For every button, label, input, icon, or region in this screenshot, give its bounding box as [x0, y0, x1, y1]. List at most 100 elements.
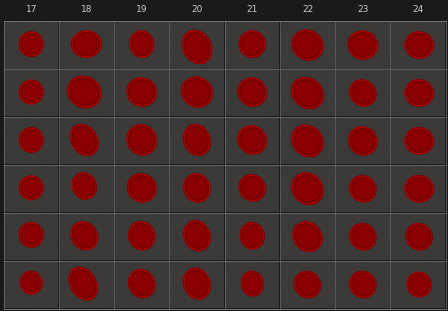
Ellipse shape — [22, 35, 41, 54]
Ellipse shape — [19, 80, 43, 104]
Ellipse shape — [127, 125, 156, 155]
Text: 19: 19 — [136, 5, 147, 14]
Ellipse shape — [70, 124, 98, 155]
Ellipse shape — [241, 129, 264, 151]
Ellipse shape — [349, 127, 377, 155]
Ellipse shape — [350, 80, 376, 106]
Ellipse shape — [408, 130, 431, 151]
Ellipse shape — [72, 31, 101, 57]
Ellipse shape — [295, 128, 320, 153]
Ellipse shape — [239, 175, 265, 201]
Ellipse shape — [294, 272, 321, 298]
Ellipse shape — [130, 31, 154, 57]
Ellipse shape — [353, 274, 373, 295]
Ellipse shape — [405, 32, 433, 58]
Ellipse shape — [296, 225, 319, 248]
Ellipse shape — [407, 272, 431, 297]
Ellipse shape — [241, 223, 264, 249]
Ellipse shape — [405, 176, 433, 202]
Ellipse shape — [353, 178, 373, 199]
Ellipse shape — [69, 267, 97, 300]
Ellipse shape — [410, 275, 429, 294]
Ellipse shape — [127, 78, 156, 106]
Text: 22: 22 — [302, 5, 313, 14]
Ellipse shape — [408, 35, 431, 56]
Text: 17: 17 — [26, 5, 37, 14]
Ellipse shape — [184, 268, 210, 299]
Ellipse shape — [71, 80, 98, 104]
Ellipse shape — [352, 130, 374, 152]
Ellipse shape — [350, 176, 376, 202]
Ellipse shape — [184, 125, 210, 155]
Ellipse shape — [350, 224, 376, 250]
Ellipse shape — [408, 178, 431, 199]
Ellipse shape — [186, 224, 207, 248]
Ellipse shape — [295, 33, 320, 57]
Ellipse shape — [351, 34, 375, 56]
Ellipse shape — [241, 81, 263, 103]
Text: 20: 20 — [191, 5, 203, 14]
Ellipse shape — [130, 81, 154, 103]
Ellipse shape — [129, 270, 155, 298]
Ellipse shape — [243, 225, 262, 246]
Ellipse shape — [21, 272, 42, 294]
Ellipse shape — [72, 173, 96, 199]
Ellipse shape — [185, 34, 209, 60]
Ellipse shape — [409, 226, 430, 247]
Ellipse shape — [75, 34, 98, 55]
Ellipse shape — [187, 177, 207, 199]
Ellipse shape — [350, 272, 376, 298]
Ellipse shape — [292, 30, 323, 60]
Ellipse shape — [182, 30, 211, 63]
Ellipse shape — [22, 274, 40, 292]
Ellipse shape — [184, 174, 210, 202]
Ellipse shape — [19, 128, 43, 152]
Ellipse shape — [72, 271, 95, 297]
Ellipse shape — [293, 222, 322, 252]
Ellipse shape — [348, 31, 378, 59]
Ellipse shape — [128, 174, 156, 202]
Text: 24: 24 — [413, 5, 424, 14]
Ellipse shape — [295, 81, 320, 105]
Ellipse shape — [242, 177, 263, 198]
Ellipse shape — [353, 226, 373, 247]
Text: 21: 21 — [246, 5, 258, 14]
Ellipse shape — [406, 224, 432, 250]
Ellipse shape — [295, 176, 320, 201]
Ellipse shape — [238, 78, 267, 106]
Ellipse shape — [186, 128, 207, 152]
Ellipse shape — [132, 34, 151, 55]
Ellipse shape — [19, 223, 43, 247]
Ellipse shape — [131, 225, 152, 247]
Ellipse shape — [241, 272, 263, 296]
Text: 23: 23 — [357, 5, 369, 14]
Ellipse shape — [22, 83, 41, 101]
Ellipse shape — [242, 34, 263, 55]
Ellipse shape — [75, 175, 94, 196]
Ellipse shape — [408, 82, 431, 104]
Ellipse shape — [238, 126, 267, 154]
Ellipse shape — [74, 225, 95, 247]
Ellipse shape — [22, 225, 41, 244]
Ellipse shape — [184, 221, 210, 251]
Ellipse shape — [405, 128, 433, 154]
Ellipse shape — [130, 128, 154, 152]
Ellipse shape — [182, 77, 212, 107]
Ellipse shape — [129, 222, 155, 250]
Ellipse shape — [292, 125, 323, 156]
Ellipse shape — [239, 31, 265, 57]
Ellipse shape — [22, 179, 41, 197]
Ellipse shape — [71, 222, 98, 249]
Ellipse shape — [22, 130, 41, 150]
Ellipse shape — [186, 272, 207, 296]
Ellipse shape — [292, 173, 323, 205]
Ellipse shape — [244, 274, 261, 293]
Ellipse shape — [19, 32, 43, 56]
Ellipse shape — [131, 272, 152, 295]
Ellipse shape — [73, 128, 95, 152]
Text: 18: 18 — [81, 5, 92, 14]
Ellipse shape — [130, 177, 153, 199]
Ellipse shape — [185, 80, 209, 104]
Ellipse shape — [19, 176, 43, 200]
Ellipse shape — [297, 274, 318, 295]
